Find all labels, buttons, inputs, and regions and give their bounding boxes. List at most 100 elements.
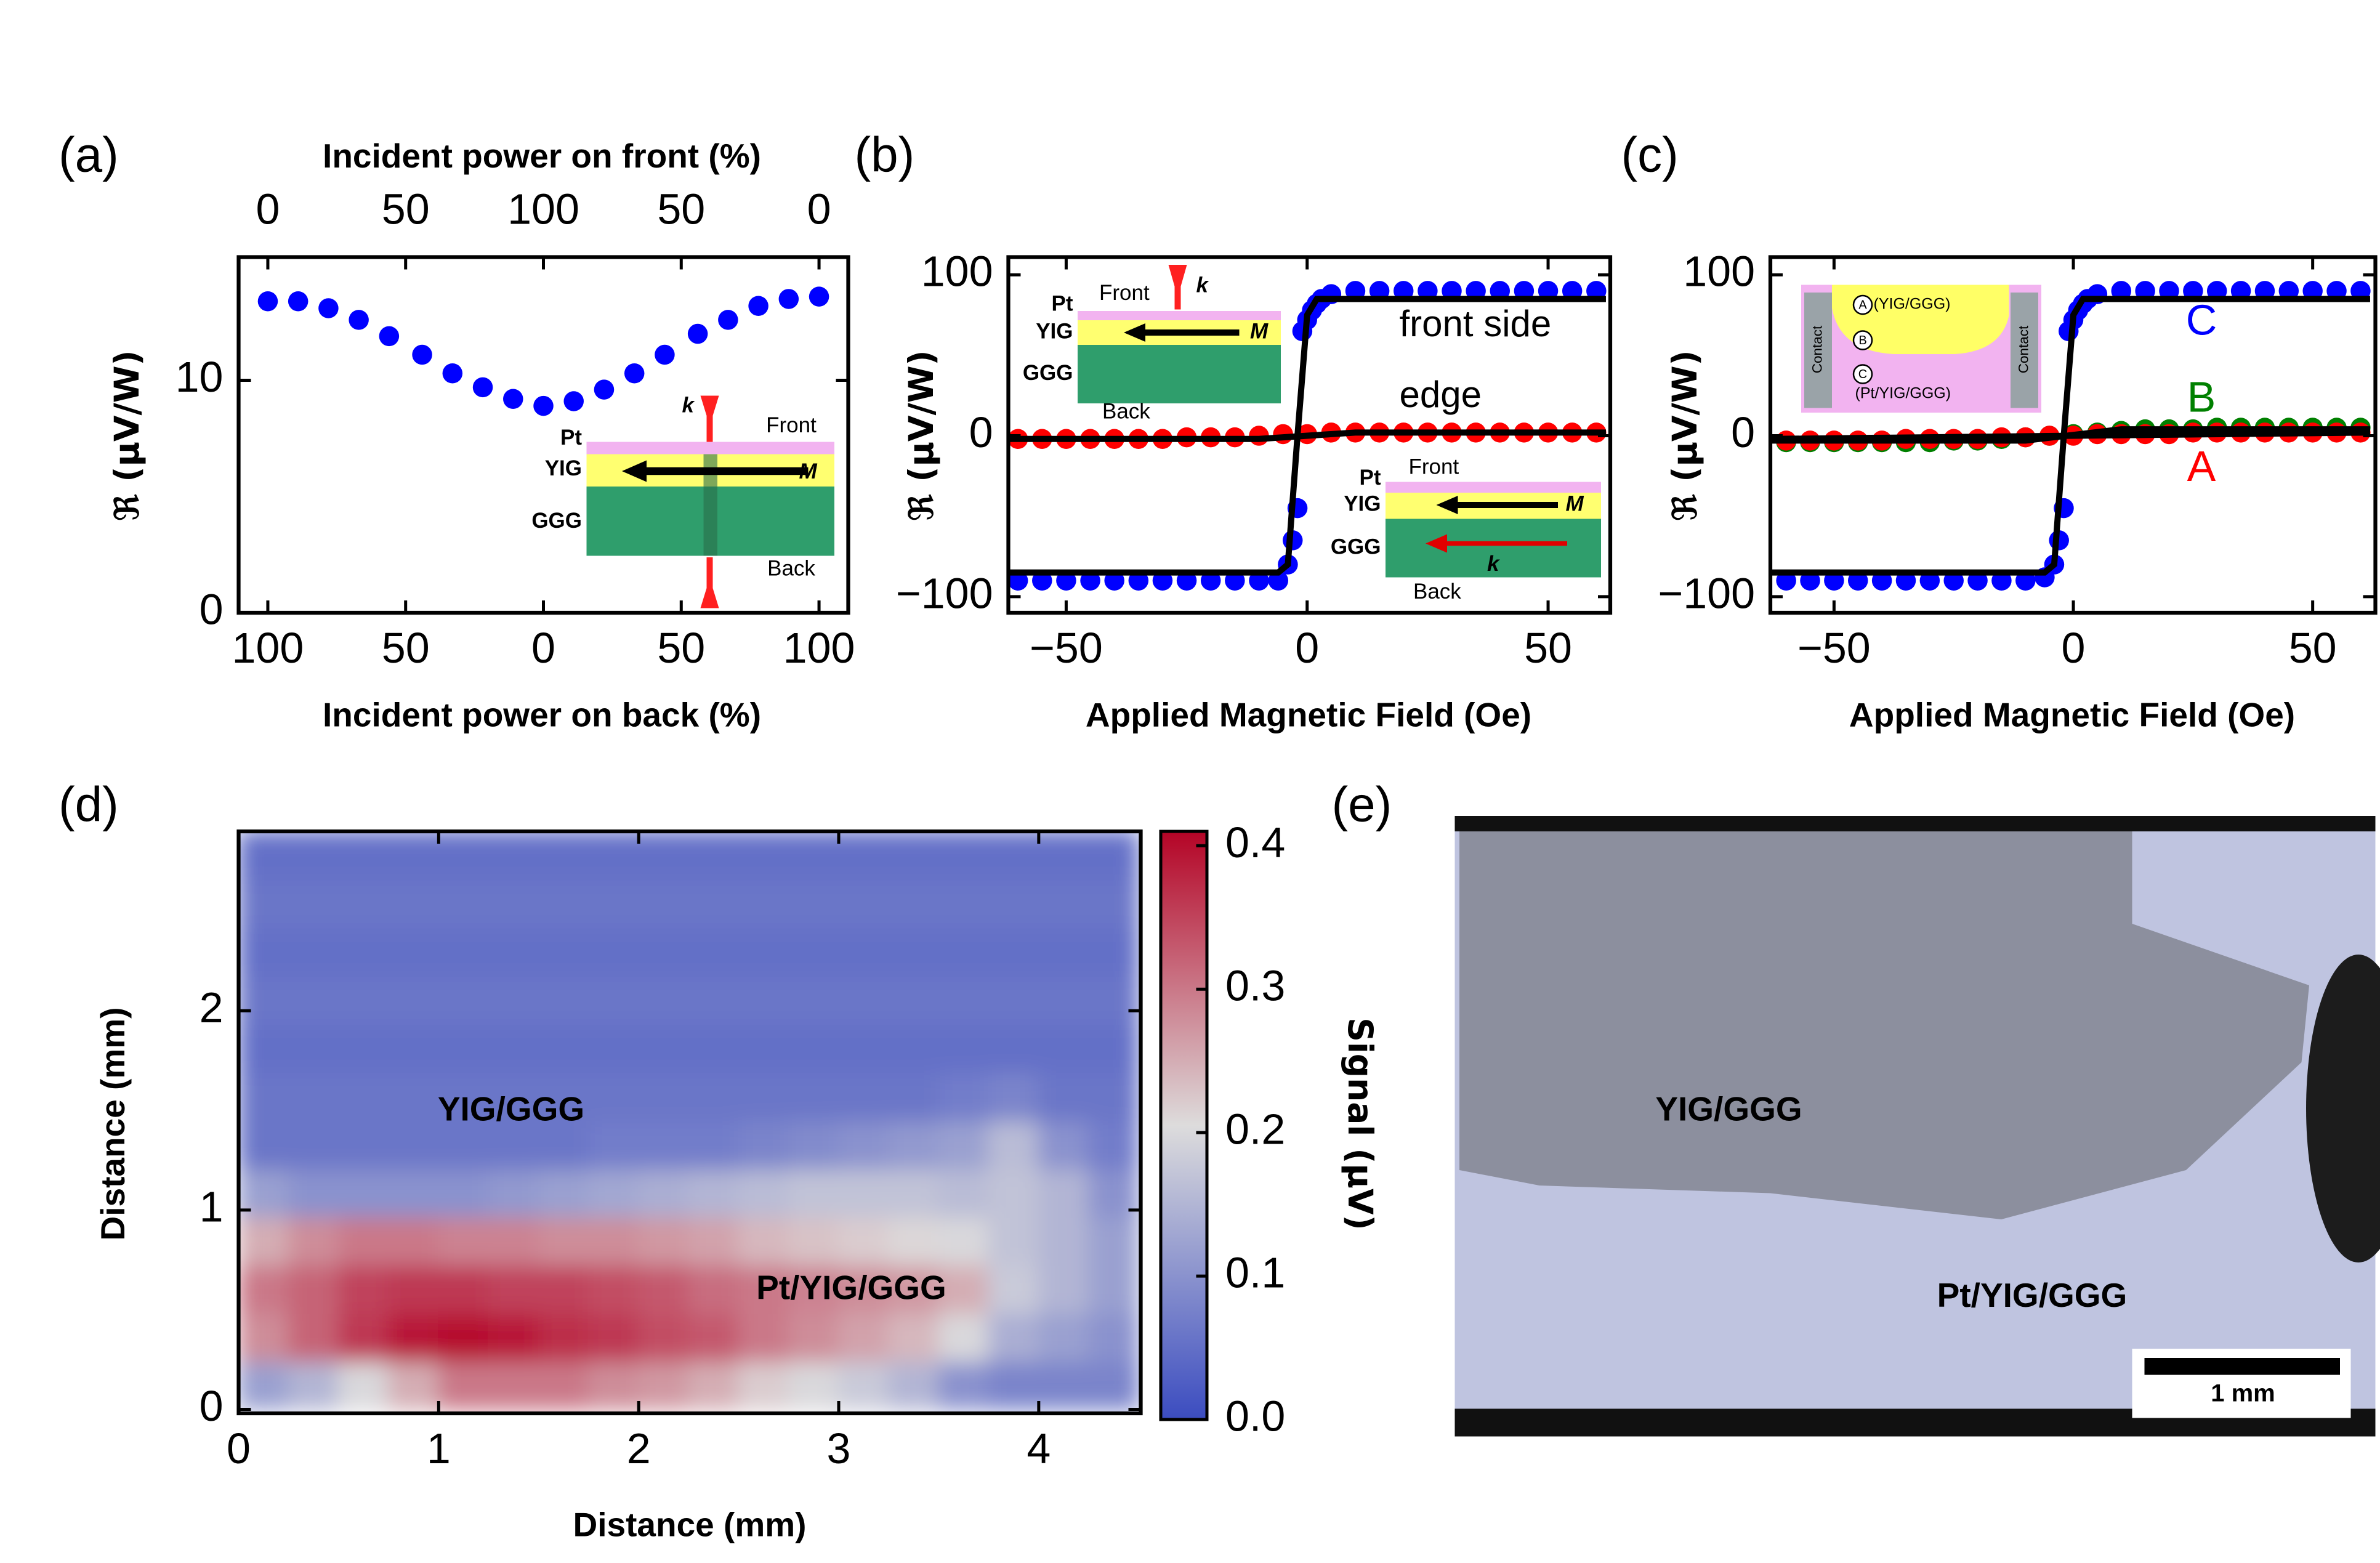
heatmap-cell: [938, 1264, 990, 1314]
heatmap-cell: [738, 1071, 790, 1121]
panel-label: (a): [58, 127, 119, 182]
x2-tick-label: 50: [382, 185, 430, 233]
heatmap-cell: [587, 1023, 640, 1073]
heatmap-cell: [738, 878, 790, 929]
heatmap-cell: [587, 1312, 640, 1362]
heatmap-cell: [488, 927, 540, 977]
inset-a: Pt YIG GGG Front Back k M: [531, 393, 834, 608]
heatmap-cell: [337, 1023, 390, 1073]
heatmap-cell: [788, 878, 840, 929]
heatmap-cell: [387, 1312, 440, 1362]
inset-c: Contact Contact A B C (YIG/GGG) (Pt/YIG/…: [1801, 285, 2041, 413]
heatmap-cell: [887, 975, 940, 1025]
x-tick-label: −50: [1030, 624, 1103, 672]
heatmap-cell: [387, 1071, 440, 1121]
heatmap-cell: [887, 927, 940, 977]
heatmap-cell: [837, 1264, 890, 1314]
heatmap-cell: [538, 831, 590, 881]
colorbar-tick-label: 0.1: [1225, 1249, 1285, 1297]
heatmap-cell: [938, 927, 990, 977]
heatmap-cell: [637, 831, 690, 881]
heatmap-cell: [788, 975, 840, 1025]
heatmap-cell: [538, 878, 590, 929]
y-tick-label: 0: [200, 585, 224, 633]
heatmap-cell: [438, 1312, 490, 1362]
data-point: [442, 363, 463, 384]
x-tick-label: 100: [232, 624, 304, 672]
heatmap-cell: [738, 831, 790, 881]
series-label: edge: [1400, 374, 1482, 415]
heatmap-cell: [238, 1023, 289, 1073]
heatmap-cell: [238, 1360, 289, 1410]
x-axis-label: Applied Magnetic Field (Oe): [1849, 696, 2295, 734]
heatmap-cell: [1038, 1360, 1090, 1410]
heatmap-cell: [387, 975, 440, 1025]
heatmap-cell: [288, 1216, 340, 1266]
heatmap-cell: [988, 878, 1040, 929]
heatmap-cell: [688, 878, 740, 929]
heatmap-cell: [1087, 1264, 1140, 1314]
heatmap-cell: [488, 1264, 540, 1314]
colorbar: [1159, 830, 1209, 1421]
heatmap-cell: [587, 1264, 640, 1314]
heatmap-cell: [837, 1360, 890, 1410]
heatmap-cell: [1038, 975, 1090, 1025]
heatmap-cell: [488, 1360, 540, 1410]
heatmap-cell: [538, 1312, 590, 1362]
heatmap-cell: [488, 1071, 540, 1121]
heatmap-cell: [738, 1168, 790, 1218]
heatmap-cell: [438, 1120, 490, 1169]
heatmap-cell: [288, 1071, 340, 1121]
inset-b-front: Pt YIG GGG Front Back k M: [1023, 265, 1281, 423]
fit-line: [1772, 429, 2371, 442]
heatmap-cell: [1038, 878, 1090, 929]
heatmap-cell: [1087, 1120, 1140, 1169]
colorbar-label: Signal (μV): [1341, 1017, 1380, 1230]
heatmap-cell: [1038, 1023, 1090, 1073]
heatmap-cell: [387, 1023, 440, 1073]
heatmap-cell: [288, 1264, 340, 1314]
heatmap-cell: [837, 1120, 890, 1169]
heatmap-cell: [1087, 927, 1140, 977]
heatmap-cell: [738, 1360, 790, 1410]
y-tick-label: 1: [200, 1182, 224, 1230]
heatmap-cell: [938, 1312, 990, 1362]
heatmap-cell: [1038, 927, 1090, 977]
heatmap-cell: [688, 1360, 740, 1410]
heatmap-cell: [438, 1360, 490, 1410]
heatmap-cell: [1087, 1071, 1140, 1121]
heatmap-cell: [387, 927, 440, 977]
heatmap-cell: [488, 1120, 540, 1169]
colorbar-tick-label: 0.4: [1225, 818, 1285, 866]
inset-label: (YIG/GGG): [1874, 296, 1951, 313]
heatmap-cell: [788, 1312, 840, 1362]
heatmap-cell: [288, 927, 340, 977]
heatmap-cell: [438, 1168, 490, 1218]
inset-label: M: [1250, 319, 1269, 343]
heatmap-cell: [387, 1120, 440, 1169]
heatmap-cell: [488, 975, 540, 1025]
heatmap-cell: [738, 1120, 790, 1169]
inset-label: Contact: [1809, 325, 1825, 373]
inset-label: YIG: [1036, 319, 1073, 343]
heatmap-cell: [488, 831, 540, 881]
heatmap-cell: [887, 1023, 940, 1073]
heatmap-cell: [238, 1312, 289, 1362]
heatmap-cell: [288, 1120, 340, 1169]
heatmap-cell: [788, 927, 840, 977]
heatmap-cell: [738, 975, 790, 1025]
heatmap-cell: [938, 1360, 990, 1410]
x-tick-label: 1: [427, 1424, 451, 1472]
x-tick-label: 0: [531, 624, 555, 672]
heatmap-cell: [387, 1360, 440, 1410]
heatmap-cell: [788, 1120, 840, 1169]
y-tick-label: 0: [969, 408, 993, 456]
x-tick-label: 2: [627, 1424, 651, 1472]
colorbar-tick-label: 0.3: [1225, 962, 1285, 1010]
heatmap-cell: [788, 1360, 840, 1410]
heatmap-cell: [887, 1360, 940, 1410]
x-tick-label: 0: [2062, 624, 2086, 672]
heatmap-cell: [387, 831, 440, 881]
